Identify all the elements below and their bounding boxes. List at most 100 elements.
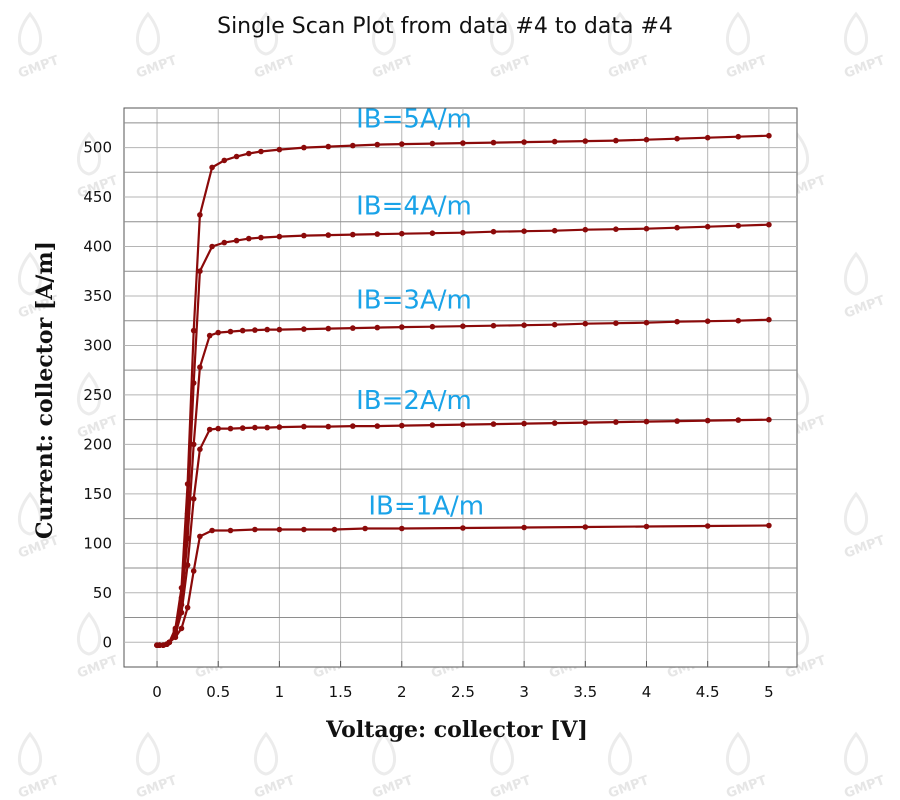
series-2-point-19	[350, 423, 356, 429]
series-5-point-26	[582, 138, 589, 144]
series-2-point-18	[325, 423, 332, 430]
chart-title: Single Scan Plot from data #4 to data #4	[217, 14, 673, 39]
series-3-point-11	[215, 329, 221, 336]
series-5-point-11	[221, 157, 228, 164]
series-5-point-19	[374, 141, 381, 148]
series-1-point-20	[582, 524, 589, 530]
series-5-point-28	[643, 136, 650, 143]
annotation-1: IB=5A/m	[356, 105, 472, 135]
x-tick-label-2: 1	[275, 683, 285, 701]
watermark-1: GMPT	[134, 11, 179, 82]
series-5-point-5	[172, 625, 179, 632]
series-5-point-22	[460, 140, 466, 146]
annotations: IB=5A/m IB=4A/m IB=3A/m IB=2A/m IB=1A/m	[356, 105, 484, 522]
x-axis-label: Voltage: collector [V]	[325, 717, 588, 743]
series-1-point-12	[252, 526, 258, 533]
series-4-point-17	[325, 232, 332, 238]
series-3-point-21	[399, 324, 405, 330]
series-4-point-29	[674, 224, 680, 231]
annotation-3: IB=3A/m	[356, 286, 472, 316]
y-tick-label-5: 250	[83, 386, 112, 404]
series-5-point-25	[551, 138, 558, 145]
series-4-point-25	[551, 227, 558, 234]
series-3-point-23	[460, 323, 466, 330]
series-2-point-17	[301, 423, 307, 430]
series-5-point-21	[429, 140, 436, 147]
watermark-6: GMPT	[724, 11, 769, 82]
series-1-point-9	[197, 533, 203, 540]
series-3-point-29	[643, 319, 650, 326]
series-2-point-33	[766, 416, 772, 423]
series-5-point-9	[197, 212, 203, 218]
watermark-text-1: GMPT	[134, 53, 179, 82]
series-3-point-8	[190, 441, 197, 448]
series-3-point-24	[490, 322, 497, 329]
y-tick-label-4: 200	[83, 435, 112, 453]
watermark-text-46: GMPT	[134, 773, 179, 800]
x-tick-label-4: 2	[397, 683, 407, 701]
watermark-46: GMPT	[134, 731, 179, 800]
y-tick-label-1: 50	[93, 584, 112, 602]
series-1-point-10	[209, 527, 215, 534]
series-4-point-22	[460, 229, 466, 236]
watermark-text-49: GMPT	[488, 773, 533, 800]
series-5-point-27	[613, 137, 619, 144]
series-4-point-18	[350, 231, 356, 238]
x-tick-label-8: 4	[642, 683, 652, 701]
series-2-point-16	[276, 424, 283, 430]
series-5-point-30	[704, 134, 711, 141]
series-5-point-29	[674, 135, 680, 142]
series-2-point-10	[206, 426, 213, 433]
series-3-point-12	[227, 328, 234, 335]
series-4-point-27	[613, 226, 619, 232]
y-tick-label-0: 0	[102, 633, 112, 651]
watermark-23: GMPT	[75, 371, 120, 442]
series-3-point-28	[613, 320, 619, 327]
y-tick-label-10: 500	[83, 139, 112, 157]
watermark-text-51: GMPT	[724, 773, 769, 800]
series-4-point-24	[521, 228, 527, 234]
watermark-text-3: GMPT	[370, 53, 415, 82]
series-2-point-8	[190, 496, 197, 502]
watermark-51: GMPT	[724, 731, 769, 800]
series-4-point-31	[735, 222, 742, 229]
series-4-point-12	[233, 237, 240, 244]
watermark-text-7: GMPT	[842, 53, 887, 82]
series-3-point-26	[551, 321, 558, 328]
watermark-text-6: GMPT	[724, 53, 769, 82]
series-4-point-16	[301, 232, 307, 239]
series-4-point-28	[643, 225, 650, 232]
series-3-point-19	[350, 325, 356, 331]
series-2-point-31	[704, 417, 711, 424]
series-2-point-14	[252, 424, 258, 431]
x-tick-labels: 0 0.5 1 1.5 2 2.5 3 3.5 4 4.5 5	[152, 683, 773, 701]
series-3-point-14	[252, 327, 258, 333]
watermark-text-38: GMPT	[75, 653, 120, 682]
x-tick-label-10: 5	[764, 683, 774, 701]
y-tick-label-2: 100	[83, 534, 112, 552]
annotation-2: IB=4A/m	[356, 192, 472, 222]
series-3-point-25	[521, 322, 527, 329]
series-layer	[154, 132, 772, 648]
series-5-point-15	[276, 146, 283, 153]
series-2-point-9	[197, 446, 203, 453]
series-4-point-13	[246, 235, 252, 242]
series-3-point-22	[429, 323, 436, 330]
y-tick-label-3: 150	[83, 485, 112, 503]
series-4-point-19	[374, 231, 381, 237]
series-1-point-21	[643, 523, 650, 530]
watermark-45: GMPT	[16, 731, 61, 800]
series-4-point-32	[766, 221, 772, 228]
series-2-point-27	[582, 419, 589, 426]
series-3-point-13	[239, 327, 246, 334]
watermark-38: GMPT	[75, 611, 120, 682]
series-5-point-18	[350, 142, 356, 149]
series-5-point-12	[233, 153, 240, 160]
annotation-4: IB=2A/m	[356, 386, 472, 416]
series-4-point-30	[704, 223, 711, 230]
y-tick-labels: 0 50 100 150 200 250 300 350 400 450 500	[83, 139, 112, 652]
watermark-49: GMPT	[488, 731, 533, 800]
series-2-point-12	[227, 425, 234, 432]
series-2-point-24	[490, 421, 497, 427]
watermark-48: GMPT	[370, 731, 415, 800]
